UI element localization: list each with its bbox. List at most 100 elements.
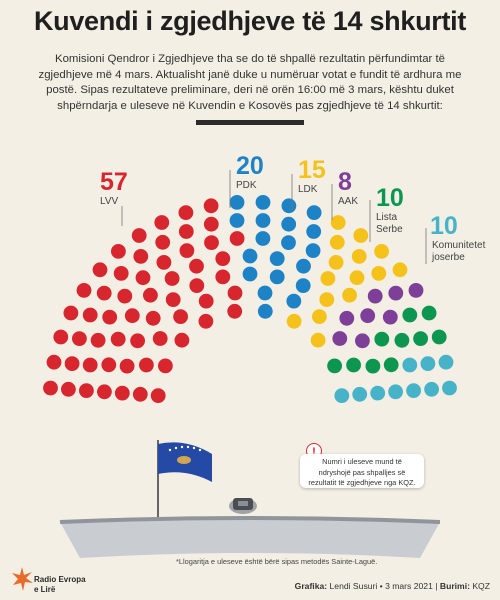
page-title: Kuvendi i zgjedhjeve të 14 shkurtit	[33, 6, 467, 36]
seat-lista-serbe	[383, 357, 399, 373]
seat-lvv	[189, 258, 204, 274]
seat-lvv	[135, 270, 151, 286]
party-label-ldk: LDK	[298, 184, 318, 195]
seat-lvv	[152, 331, 168, 346]
seat-lvv	[165, 292, 181, 307]
seat-ldk	[353, 228, 369, 243]
seat-ldk	[371, 266, 387, 281]
burimi-value: KQZ	[472, 581, 490, 591]
seat-lvv	[158, 358, 173, 374]
seat-pdk	[305, 243, 321, 258]
seat-lvv	[97, 384, 112, 400]
seat-lvv	[227, 285, 243, 301]
rfe-logo-icon	[12, 567, 33, 591]
seat-aak	[382, 309, 398, 325]
note-box: Numri i uleseve mund të ndryshojë pas sh…	[300, 454, 424, 488]
seat-pdk	[255, 231, 271, 246]
seat-lvv	[154, 215, 170, 230]
seat-pdk	[281, 198, 297, 214]
seat-lvv	[229, 231, 245, 246]
seat-lvv	[79, 383, 94, 398]
seat-count-lista-serbe: 10	[376, 184, 404, 212]
footnote: *Llogaritja e uleseve është bërë sipas m…	[176, 557, 378, 566]
parliament-floor	[60, 518, 440, 558]
seat-pdk	[295, 278, 311, 293]
seat-lvv	[198, 293, 214, 309]
seat-ldk	[392, 262, 408, 278]
seat-count-ldk: 15	[298, 156, 326, 184]
seat-lvv	[82, 307, 98, 323]
seat-lvv	[119, 358, 135, 374]
seat-komunitetet-joserbe	[388, 384, 403, 400]
party-label-pdk: PDK	[236, 180, 257, 191]
seat-lvv	[131, 228, 147, 243]
seat-lista-serbe	[431, 329, 447, 345]
seat-komunitetet-joserbe	[438, 354, 454, 370]
seat-lvv	[102, 309, 118, 325]
logo-line1: Radio Evropa	[34, 575, 86, 584]
logo-line2: e Lirë	[34, 584, 56, 594]
seat-aak	[355, 333, 370, 349]
seat-count-aak: 8	[338, 168, 352, 196]
seat-lvv	[215, 269, 231, 285]
flag-stars	[168, 445, 202, 452]
party-label-aak: AAK	[338, 196, 358, 207]
seat-aak	[332, 331, 348, 346]
intro-text: Komisioni Qendror i Zgjedhjeve tha se do…	[38, 53, 462, 112]
seat-ldk	[286, 313, 302, 329]
seat-lvv	[173, 309, 189, 324]
seat-lista-serbe	[374, 331, 390, 347]
seat-lvv	[124, 308, 140, 324]
credit-line: Grafika: Lendi Susuri • 3 mars 2021 | Bu…	[295, 581, 490, 591]
seat-ldk	[310, 332, 326, 348]
seat-lvv	[164, 271, 180, 286]
seat-lvv	[174, 332, 190, 348]
seat-lvv	[155, 234, 171, 250]
seat-lvv	[150, 388, 166, 403]
seat-pdk	[269, 251, 285, 266]
divider	[196, 120, 304, 125]
seat-lvv	[130, 333, 146, 349]
seat-lvv	[178, 224, 194, 239]
seat-lista-serbe	[402, 307, 418, 323]
seat-lvv	[189, 278, 205, 293]
seat-aak	[360, 308, 376, 324]
seat-lvv	[143, 287, 158, 303]
seat-count-komunitetet-joserbe: 10	[430, 212, 458, 240]
party-label-lista-serbe: Lista Serbe	[376, 212, 403, 235]
seat-komunitetet-joserbe	[370, 385, 386, 401]
seat-lista-serbe	[327, 358, 342, 374]
seat-ldk	[374, 244, 389, 259]
seat-ldk	[329, 234, 345, 250]
seat-lista-serbe	[413, 331, 428, 346]
seat-pdk	[229, 213, 245, 228]
seat-lvv	[114, 385, 130, 401]
seat-lvv	[132, 386, 148, 402]
seat-lvv	[203, 198, 219, 214]
seat-pdk	[306, 205, 322, 220]
seat-lista-serbe	[394, 332, 410, 348]
seat-count-lvv: 57	[100, 168, 128, 196]
seat-lvv	[92, 262, 108, 278]
seat-pdk	[286, 293, 302, 309]
seat-ldk	[330, 215, 346, 230]
seat-lvv	[63, 305, 79, 321]
seat-lvv	[61, 381, 76, 397]
seat-pdk	[281, 216, 297, 232]
seat-lvv	[96, 285, 112, 301]
seat-lvv	[76, 283, 92, 298]
logo-text: Radio Evropa e Lirë	[34, 575, 86, 594]
seat-lvv	[145, 310, 161, 326]
seat-lista-serbe	[365, 358, 381, 374]
seat-pdk	[255, 213, 271, 228]
seat-pdk	[296, 258, 311, 274]
seat-ldk	[349, 270, 365, 286]
seat-pdk	[257, 285, 273, 301]
seat-lvv	[90, 332, 106, 348]
party-label-lvv: LVV	[100, 196, 118, 207]
seat-ldk	[320, 271, 336, 286]
seat-lvv	[110, 331, 126, 347]
seat-count-pdk: 20	[236, 152, 264, 180]
seat-lvv	[198, 313, 214, 329]
